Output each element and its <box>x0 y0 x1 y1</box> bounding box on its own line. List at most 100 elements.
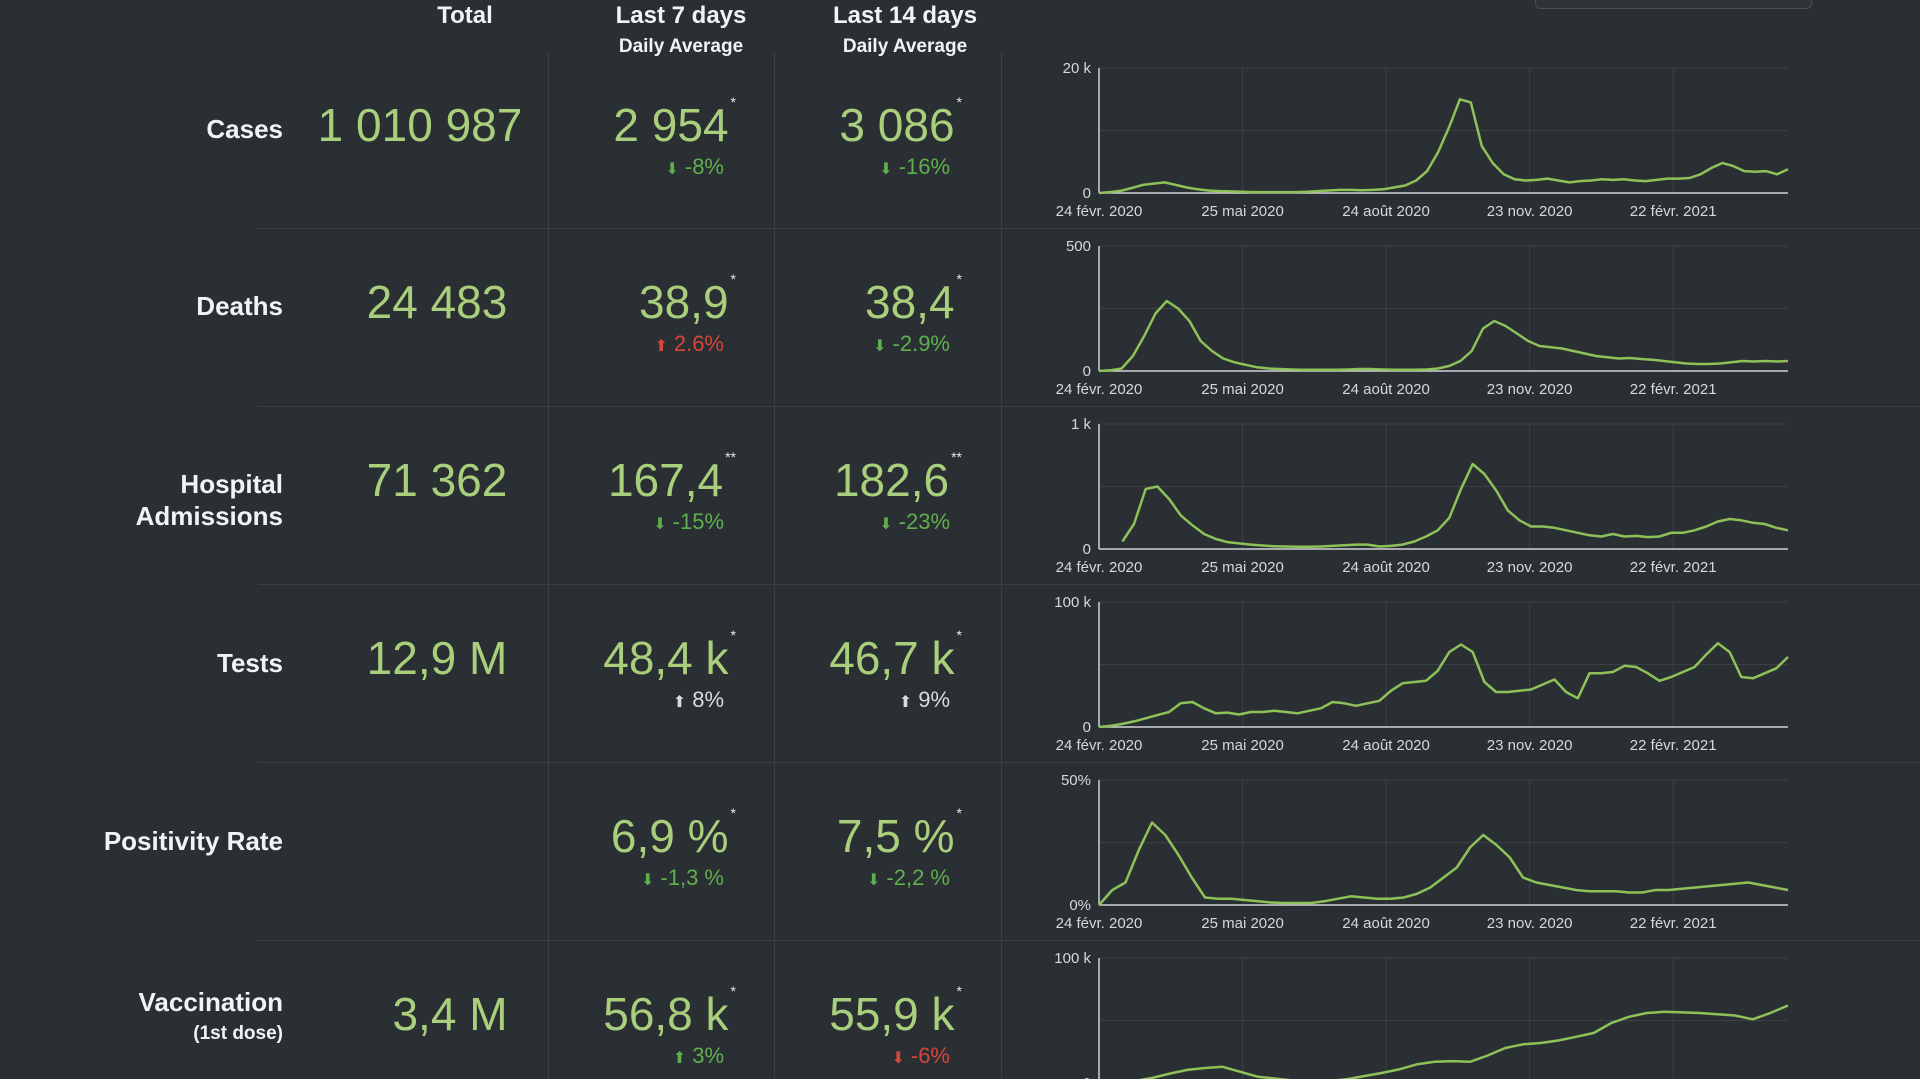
row-label-hospital-admissions: Hospital Admissions <box>136 468 283 532</box>
footnote-mark: * <box>730 94 736 110</box>
avg14-value: 182,6 ** <box>762 449 962 507</box>
y-tick-label: 0 <box>1083 185 1091 202</box>
change-7d: ⬇ -1,3 % <box>536 865 724 891</box>
total-deaths: 24 483 <box>366 276 508 328</box>
x-tick-label: 24 août 2020 <box>1342 203 1430 220</box>
x-tick-label: 25 mai 2020 <box>1201 737 1284 754</box>
x-tick-label: 23 nov. 2020 <box>1487 915 1573 932</box>
change-value: -1,3 % <box>660 865 724 890</box>
avg7-value: 6,9 % * <box>536 805 736 863</box>
arrow-down-icon: ⬇ <box>879 161 893 178</box>
footnote-mark: ** <box>951 449 962 465</box>
row-label-text: Vaccination <box>138 987 284 1017</box>
row-label-text-2: Admissions <box>135 501 283 531</box>
arrow-down-icon: ⬇ <box>873 338 887 355</box>
change-7d: ⬆ 8% <box>536 687 724 713</box>
header-total-label: Total <box>437 2 493 29</box>
total-tests: 12,9 M <box>366 632 508 684</box>
x-tick-label: 25 mai 2020 <box>1201 915 1284 932</box>
header-last14: Last 14 days Daily Average <box>800 2 1010 58</box>
series-line <box>1098 299 1789 373</box>
column-divider <box>1001 52 1002 1079</box>
row-divider <box>258 584 1920 585</box>
change-14d: ⬇ -2,2 % <box>762 865 950 891</box>
avg14-value: 7,5 % * <box>762 805 962 863</box>
avg7-positivity: 6,9 % * ⬇ -1,3 % <box>536 805 736 891</box>
avg14-value: 38,4 * <box>762 271 962 329</box>
x-tick-label: 24 févr. 2020 <box>1056 915 1143 932</box>
x-tick-label: 25 mai 2020 <box>1201 203 1284 220</box>
series-line <box>1121 462 1789 549</box>
row-label-positivity-rate: Positivity Rate <box>104 825 283 857</box>
row-label-text: Tests <box>217 648 283 678</box>
avg14-positivity: 7,5 % * ⬇ -2,2 % <box>762 805 962 891</box>
y-tick-label: 20 k <box>1063 60 1092 77</box>
x-tick-label: 24 août 2020 <box>1342 381 1430 398</box>
arrow-up-icon: ⬆ <box>672 1050 687 1067</box>
change-value: -15% <box>672 509 724 534</box>
change-value: 2.6% <box>673 331 724 356</box>
change-value: -16% <box>898 154 950 179</box>
change-14d: ⬆ 9% <box>762 687 950 713</box>
y-tick-label: 0 <box>1083 719 1091 736</box>
avg14-deaths: 38,4 * ⬇ -2.9% <box>762 271 962 357</box>
y-tick-label: 0 <box>1083 1075 1091 1079</box>
y-tick-label: 100 k <box>1054 950 1091 967</box>
x-tick-label: 22 févr. 2021 <box>1630 915 1717 932</box>
change-value: -8% <box>684 154 724 179</box>
avg7-value: 2 954 * <box>536 94 736 152</box>
avg14-number: 7,5 % <box>836 810 955 862</box>
avg7-number: 6,9 % <box>610 810 729 862</box>
arrow-down-icon: ⬇ <box>653 516 667 533</box>
series-line <box>1098 642 1789 729</box>
change-value: -2.9% <box>892 331 950 356</box>
header-last7-label: Last 7 days <box>615 2 747 29</box>
x-tick-label: 23 nov. 2020 <box>1487 559 1573 576</box>
avg14-value: 3 086 * <box>762 94 962 152</box>
header-last14-label: Last 14 days <box>832 2 978 29</box>
x-tick-label: 24 févr. 2020 <box>1056 737 1143 754</box>
footnote-mark: * <box>730 805 736 821</box>
y-tick-label: 100 k <box>1054 594 1091 611</box>
row-label-subtext: (1st dose) <box>193 1023 283 1044</box>
x-tick-label: 25 mai 2020 <box>1201 559 1284 576</box>
avg7-value: 56,8 k * <box>536 983 736 1041</box>
footnote-mark: * <box>956 805 962 821</box>
avg7-number: 167,4 <box>607 454 724 506</box>
change-value: 3% <box>692 1043 724 1068</box>
avg7-cases: 2 954 * ⬇ -8% <box>536 94 736 180</box>
y-tick-label: 50% <box>1061 772 1091 789</box>
x-tick-label: 23 nov. 2020 <box>1487 381 1573 398</box>
row-label-text: Hospital <box>180 469 283 499</box>
x-tick-label: 24 févr. 2020 <box>1056 203 1143 220</box>
x-tick-label: 25 mai 2020 <box>1201 381 1284 398</box>
change-value: -2,2 % <box>886 865 950 890</box>
row-divider <box>258 406 1920 407</box>
change-14d: ⬇ -6% <box>762 1043 950 1069</box>
chart-hospital-admissions: 0 1 k 24 févr. 2020 25 mai 2020 24 août 2020… <box>1056 416 1789 576</box>
avg7-tests: 48,4 k * ⬆ 8% <box>536 627 736 713</box>
row-divider <box>258 940 1920 941</box>
footnote-mark: * <box>956 94 962 110</box>
change-14d: ⬇ -23% <box>762 509 950 535</box>
footnote-mark: * <box>956 627 962 643</box>
avg14-cases: 3 086 * ⬇ -16% <box>762 94 962 180</box>
arrow-down-icon: ⬇ <box>879 516 893 533</box>
avg7-deaths: 38,9 * ⬆ 2.6% <box>536 271 736 357</box>
avg7-hospital: 167,4 ** ⬇ -15% <box>536 449 736 535</box>
arrow-down-icon: ⬇ <box>891 1050 905 1067</box>
y-tick-label: 0 <box>1083 363 1091 380</box>
x-tick-label: 22 févr. 2021 <box>1630 203 1717 220</box>
change-14d: ⬇ -16% <box>762 154 950 180</box>
series-line <box>1098 98 1789 195</box>
change-7d: ⬆ 3% <box>536 1043 724 1069</box>
arrow-down-icon: ⬇ <box>641 872 655 889</box>
footnote-mark: ** <box>725 449 736 465</box>
total-vaccination: 3,4 M <box>392 988 508 1040</box>
header-last7-sub: Daily Average <box>618 36 744 57</box>
arrow-down-icon: ⬇ <box>867 872 881 889</box>
avg14-number: 46,7 k <box>829 632 955 684</box>
avg7-number: 2 954 <box>613 99 729 151</box>
top-dropdown[interactable] <box>1535 0 1812 9</box>
total-hospital-admissions: 71 362 <box>366 454 508 506</box>
